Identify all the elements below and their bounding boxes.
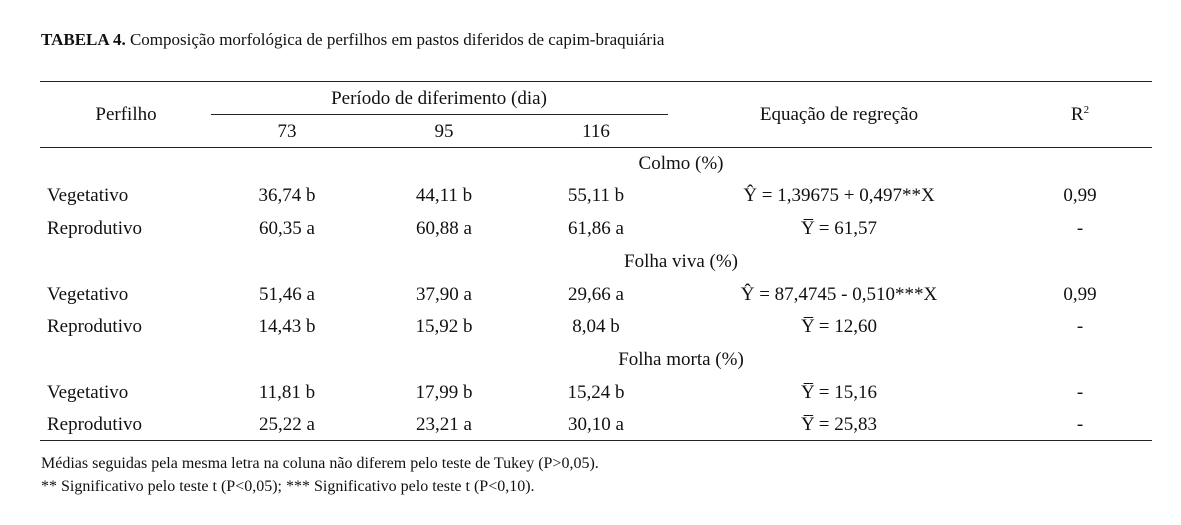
r2-base: R: [1070, 104, 1084, 125]
header-equacao: Equação de regreção: [759, 104, 919, 125]
cell-95: 17,99 b: [415, 382, 473, 403]
table-caption: Composição morfológica de perfilhos em p…: [125, 30, 665, 49]
r2-superscript: 2: [1083, 104, 1090, 116]
cell-116: 61,86 a: [568, 218, 624, 239]
cell-116: 30,10 a: [568, 414, 624, 435]
cell-r2: -: [1076, 382, 1084, 403]
table-title: TABELA 4. Composição morfológica de perf…: [41, 30, 664, 50]
top-rule: [40, 81, 1152, 82]
header-perfilho: Perfilho: [95, 104, 157, 125]
cell-r2: -: [1076, 414, 1084, 435]
cell-perfilho: Reprodutivo: [47, 218, 142, 239]
cell-73: 14,43 b: [258, 316, 316, 337]
cell-73: 25,22 a: [259, 414, 315, 435]
bottom-rule: [40, 440, 1152, 441]
cell-equation: Y̅ = 12,60: [801, 316, 877, 337]
section-title: Colmo (%): [638, 153, 724, 174]
header-periodo: Período de diferimento (dia): [331, 88, 547, 109]
cell-r2: -: [1076, 218, 1084, 239]
header-day-95: 95: [434, 121, 454, 142]
period-subrule: [211, 114, 668, 115]
cell-r2: 0,99: [1063, 185, 1097, 206]
cell-95: 44,11 b: [415, 185, 473, 206]
cell-equation: Y̅ = 61,57: [801, 218, 877, 239]
table-number: TABELA 4.: [41, 30, 126, 49]
cell-r2: -: [1076, 316, 1084, 337]
footnote-tukey: Médias seguidas pela mesma letra na colu…: [41, 455, 599, 472]
cell-73: 60,35 a: [259, 218, 315, 239]
cell-116: 8,04 b: [572, 316, 620, 337]
cell-equation: Y̅ = 25,83: [801, 414, 877, 435]
cell-73: 51,46 a: [259, 284, 315, 305]
cell-116: 15,24 b: [567, 382, 625, 403]
cell-95: 37,90 a: [416, 284, 472, 305]
cell-95: 23,21 a: [416, 414, 472, 435]
cell-95: 60,88 a: [416, 218, 472, 239]
section-title: Folha morta (%): [618, 349, 744, 370]
section-title: Folha viva (%): [624, 251, 738, 272]
cell-perfilho: Vegetativo: [47, 284, 129, 305]
cell-r2: 0,99: [1063, 284, 1097, 305]
cell-perfilho: Vegetativo: [47, 382, 129, 403]
header-day-116: 116: [582, 121, 610, 142]
cell-116: 55,11 b: [567, 185, 625, 206]
cell-perfilho: Reprodutivo: [47, 414, 142, 435]
cell-116: 29,66 a: [568, 284, 624, 305]
cell-equation: Y̅ = 15,16: [801, 382, 877, 403]
cell-95: 15,92 b: [415, 316, 473, 337]
cell-equation: Ŷ = 87,4745 - 0,510***X: [740, 284, 938, 305]
header-bottom-rule: [40, 147, 1152, 148]
cell-equation: Ŷ = 1,39675 + 0,497**X: [743, 185, 935, 206]
cell-73: 11,81 b: [258, 382, 316, 403]
footnote-significance: ** Significativo pelo teste t (P<0,05); …: [41, 478, 535, 495]
cell-perfilho: Vegetativo: [47, 185, 129, 206]
header-r2: R2: [1071, 104, 1089, 126]
cell-73: 36,74 b: [258, 185, 316, 206]
header-day-73: 73: [277, 121, 297, 142]
cell-perfilho: Reprodutivo: [47, 316, 142, 337]
